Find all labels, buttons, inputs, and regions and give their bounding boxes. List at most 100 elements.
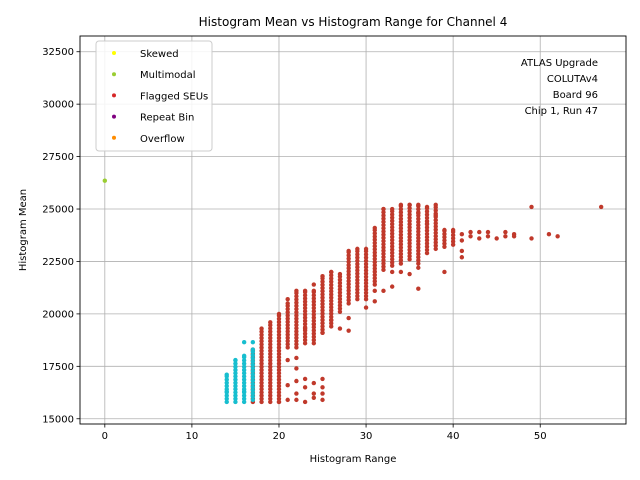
data-point [337,271,343,277]
data-point [389,247,395,252]
data-point [372,272,377,278]
data-point [433,224,438,229]
data-point [363,274,369,280]
data-point [276,367,282,373]
y-tick-label: 15000 [42,414,74,425]
data-point [407,209,412,214]
data-point [233,390,238,395]
data-point [241,340,247,345]
data-point [389,206,395,212]
data-point [416,261,421,266]
data-point [381,248,386,253]
data-point [294,366,299,371]
data-point [302,318,308,324]
data-point [233,380,238,385]
data-point [268,367,273,373]
data-point [433,202,438,208]
data-point [268,374,273,379]
data-point [320,320,325,326]
data-point [442,227,447,233]
data-point [485,234,491,239]
data-point [424,215,430,221]
data-point [311,282,317,287]
data-point [329,279,334,284]
data-point [224,393,229,398]
data-point [381,226,386,231]
data-point [389,250,395,256]
data-point [416,206,421,212]
legend-marker [112,135,116,140]
data-point [259,358,264,363]
data-point [337,293,343,298]
data-point [529,236,534,241]
data-point [416,229,421,234]
data-point [285,297,290,302]
data-point [337,306,343,311]
data-point [241,396,247,401]
legend-frame [95,40,213,152]
data-point [407,215,412,220]
data-point [311,293,317,298]
data-point [276,354,282,360]
data-point [302,305,308,311]
data-point [268,358,273,363]
data-point [389,257,395,262]
data-point [372,240,377,246]
data-point [294,335,299,341]
data-point [424,204,430,210]
data-point [259,396,264,401]
data-point [276,364,282,369]
data-point [363,252,369,257]
data-point [302,326,308,331]
data-point [407,221,412,227]
data-point [329,289,334,294]
data-point [433,230,438,236]
data-point [416,286,421,291]
data-point [268,393,273,398]
data-point [398,251,404,257]
data-point [398,206,404,212]
data-point [372,288,377,294]
data-point [424,212,430,217]
data-point [250,378,256,383]
data-point [311,288,317,294]
chart-title: Histogram Mean vs Histogram Range for Ch… [199,15,508,29]
data-point [276,335,282,341]
data-point [311,305,317,311]
data-point [398,222,404,228]
data-point [250,375,256,380]
data-point [555,234,560,239]
data-point [416,251,421,257]
data-point [346,253,351,258]
data-point [320,391,325,396]
data-point [329,292,334,297]
data-point [389,212,395,217]
data-point [294,345,299,350]
data-point [268,332,273,337]
data-point [268,386,273,392]
data-point [259,338,264,344]
data-point [346,269,351,274]
data-point [442,238,447,243]
data-point [224,399,229,405]
data-point [311,309,317,314]
data-point [224,372,229,377]
legend-label: Skewed [140,49,179,60]
data-point [268,354,273,360]
data-point [442,244,447,249]
data-point [389,284,395,289]
data-point [372,225,377,231]
data-point [381,288,386,294]
data-point [268,396,273,401]
data-point [302,385,308,390]
data-point [381,216,386,221]
data-point [459,255,465,260]
data-point [294,355,299,361]
data-point [259,367,264,373]
data-point [381,261,386,266]
data-point [294,306,299,312]
data-point [329,298,334,304]
data-point [233,383,238,389]
legend-entries: Skewed Multimodal Flagged SEUs Repeat Bin Ov… [112,49,208,145]
data-point [442,231,447,237]
